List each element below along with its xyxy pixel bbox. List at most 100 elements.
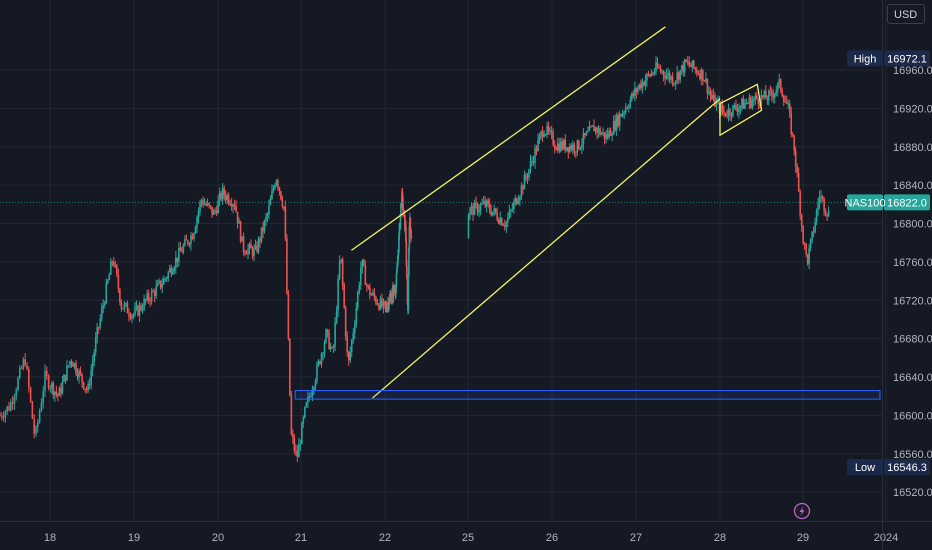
candle-body bbox=[263, 220, 266, 232]
candle-body bbox=[602, 132, 604, 134]
candle-body bbox=[757, 99, 760, 105]
candle-body bbox=[162, 278, 165, 285]
candle-body bbox=[708, 91, 710, 93]
candle-body bbox=[164, 278, 167, 280]
candle-body bbox=[405, 226, 407, 243]
candle-body bbox=[175, 257, 177, 268]
candle-body bbox=[167, 271, 170, 278]
candle-body bbox=[37, 422, 39, 428]
candle-body bbox=[472, 206, 474, 216]
currency-selector[interactable]: USD bbox=[887, 4, 925, 24]
candle-body bbox=[179, 247, 182, 252]
candle-body bbox=[779, 79, 782, 91]
candle-body bbox=[614, 121, 616, 130]
y-tick-label: 16560.0 bbox=[893, 449, 932, 461]
candle-body bbox=[190, 235, 192, 245]
candle-body bbox=[26, 365, 28, 370]
candle-body bbox=[815, 209, 818, 223]
candle-body bbox=[572, 144, 574, 150]
candle-body bbox=[503, 225, 506, 227]
candle-body bbox=[590, 126, 592, 128]
candle-body bbox=[744, 103, 746, 109]
candle-body bbox=[185, 239, 188, 241]
candle-body bbox=[692, 60, 695, 68]
trendline[interactable] bbox=[371, 98, 721, 399]
candle-body bbox=[350, 340, 353, 352]
low-tag: Low 16546.3 bbox=[847, 458, 930, 475]
candle-body bbox=[640, 84, 642, 89]
candle-body bbox=[85, 388, 88, 390]
candle-body bbox=[256, 245, 258, 252]
candle-body bbox=[73, 363, 76, 367]
candle-body bbox=[742, 98, 745, 109]
candle-body bbox=[537, 139, 539, 152]
candle-body bbox=[597, 128, 600, 133]
candle-body bbox=[773, 93, 776, 98]
candle-body bbox=[253, 248, 255, 257]
candle-body bbox=[561, 141, 564, 149]
candle-body bbox=[29, 387, 32, 402]
candle-body bbox=[199, 201, 201, 211]
lightning-icon[interactable] bbox=[793, 502, 811, 520]
candle-body bbox=[665, 75, 668, 79]
candle-body bbox=[406, 279, 409, 304]
candle-body bbox=[226, 195, 228, 200]
candle-body bbox=[40, 403, 43, 412]
candle-body bbox=[624, 107, 627, 113]
candle-body bbox=[137, 305, 139, 316]
candle-body bbox=[600, 133, 603, 135]
candle-body bbox=[549, 130, 551, 132]
trendline[interactable] bbox=[351, 26, 666, 251]
candle-body bbox=[149, 300, 151, 302]
candle-body bbox=[214, 210, 216, 212]
candle-body bbox=[96, 327, 99, 338]
candle-body bbox=[304, 406, 306, 418]
candle-body bbox=[205, 203, 207, 206]
candle-body bbox=[311, 390, 314, 397]
candle-body bbox=[242, 236, 245, 252]
x-tick-label: 21 bbox=[295, 532, 307, 544]
candle-body bbox=[391, 291, 393, 299]
candle-body bbox=[173, 267, 176, 272]
candle-body bbox=[337, 278, 339, 311]
candle-body bbox=[155, 285, 157, 296]
candle-body bbox=[778, 79, 781, 84]
channel-pattern[interactable] bbox=[719, 83, 763, 137]
candle-body bbox=[736, 109, 739, 113]
candle-body bbox=[694, 67, 697, 70]
candle-body bbox=[280, 191, 282, 200]
candle-body bbox=[57, 393, 59, 396]
candle-body bbox=[208, 203, 210, 206]
candle-body bbox=[28, 369, 30, 388]
candle-body bbox=[775, 90, 778, 94]
candle-body bbox=[91, 361, 94, 371]
candle-body bbox=[335, 310, 338, 323]
candle-body bbox=[299, 443, 302, 445]
candle-body bbox=[814, 222, 816, 233]
candle-body bbox=[203, 203, 206, 205]
candle-body bbox=[140, 305, 142, 310]
candle-body bbox=[230, 204, 233, 207]
candle-body bbox=[58, 387, 61, 396]
candle-body bbox=[646, 74, 648, 81]
candle-body bbox=[61, 381, 64, 394]
candle-body bbox=[766, 98, 769, 101]
candle-body bbox=[191, 235, 194, 240]
candle-body bbox=[593, 125, 595, 132]
candle-body bbox=[197, 210, 200, 218]
y-tick-label: 16920.0 bbox=[893, 103, 932, 115]
candle-body bbox=[680, 65, 683, 71]
candle-body bbox=[235, 205, 237, 212]
candle-body bbox=[750, 97, 752, 108]
candle-body bbox=[99, 318, 102, 328]
candle-body bbox=[340, 259, 342, 262]
candle-body bbox=[223, 187, 225, 196]
candle-body bbox=[268, 205, 270, 215]
candle-body bbox=[106, 280, 109, 284]
candle-body bbox=[478, 210, 480, 213]
candle-body bbox=[534, 148, 536, 163]
candle-body bbox=[762, 95, 764, 98]
candle-body bbox=[797, 173, 800, 192]
demand-zone-rectangle[interactable] bbox=[294, 389, 881, 400]
